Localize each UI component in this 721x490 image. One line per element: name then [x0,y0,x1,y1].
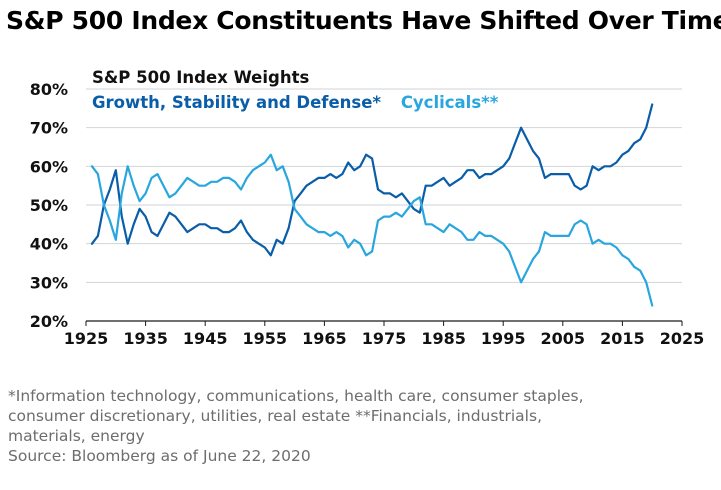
x-tick-label: 1945 [183,329,228,348]
page-title: S&P 500 Index Constituents Have Shifted … [6,6,721,35]
footnote-line: *Information technology, communications,… [8,387,584,405]
x-axis-ticks: 1925 1935 1945 1955 1965 1975 1985 1995 2005 2015… [64,321,705,348]
y-tick-label: 30% [30,273,68,292]
x-tick-label: 1965 [302,329,347,348]
source-note: Source: Bloomberg as of June 22, 2020 [8,447,311,465]
series-lines [90,103,654,307]
x-tick-label: 1935 [123,329,168,348]
footnote-line: materials, energy [8,427,145,445]
x-tick-label: 2025 [660,329,705,348]
y-tick-label: 60% [30,157,68,176]
x-tick-label: 2015 [600,329,645,348]
footnotes: *Information technology, communications,… [8,386,713,466]
x-tick-label: 1955 [243,329,288,348]
chart-title: S&P 500 Index Weights [92,68,309,87]
y-tick-label: 80% [30,80,68,99]
x-tick-label: 1975 [362,329,407,348]
y-tick-label: 40% [30,235,68,254]
series-line-cyclicals [90,153,654,307]
legend: Growth, Stability and Defense* Cyclicals… [92,93,499,112]
y-tick-label: 70% [30,119,68,138]
legend-entry-cyclicals: Cyclicals** [401,93,499,112]
line-chart: 20%30%40%50%60%70%80% 1925 1935 1945 1955 19… [30,68,705,348]
gridlines [86,88,682,322]
y-tick-label: 20% [30,312,68,331]
series-line-growth [90,103,654,257]
x-tick-label: 1925 [64,329,109,348]
y-axis-ticks: 20% 30% 40% 50% 60% 70% 80% [30,80,68,331]
legend-entry-growth: Growth, Stability and Defense* [92,93,381,112]
x-tick-label: 2005 [541,329,586,348]
y-tick-label: 50% [30,196,68,215]
footnote-line: consumer discretionary, utilities, real … [8,407,542,425]
x-tick-label: 1985 [421,329,466,348]
x-tick-label: 1995 [481,329,526,348]
